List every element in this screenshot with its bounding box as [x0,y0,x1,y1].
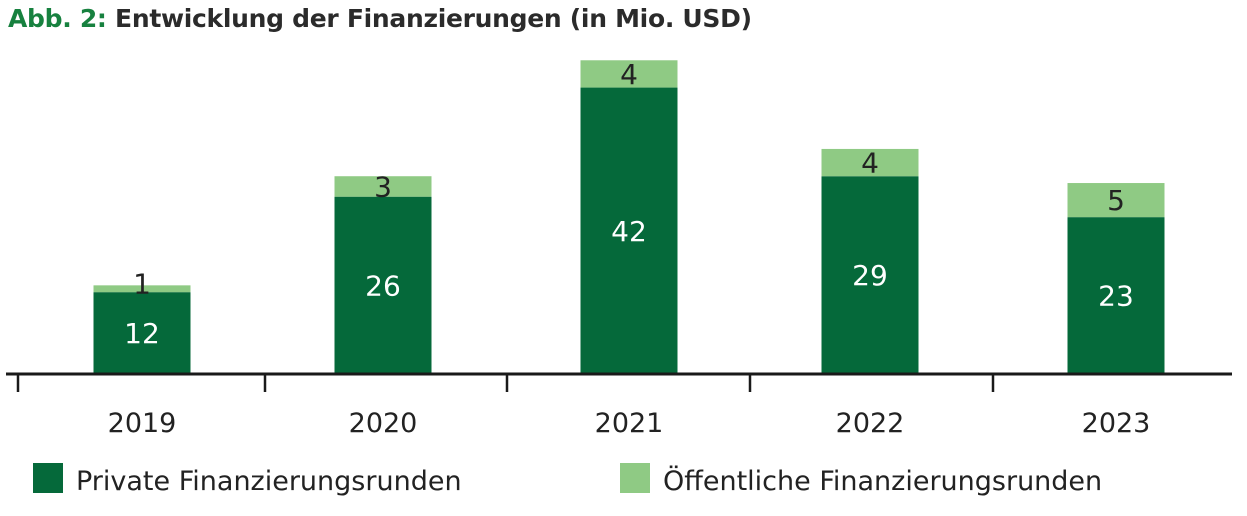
bar-private-2023 [1067,217,1165,374]
data-label-private-2019: 12 [124,317,160,350]
title-prefix: Abb. 2: [8,4,107,33]
bar-private-2021 [580,87,678,374]
data-label-private-2022: 29 [852,259,888,292]
bar-private-2019 [93,292,191,374]
legend-label-private: Private Finanzierungsrunden [76,466,462,497]
bar-private-2020 [334,196,432,374]
bar-public-2021 [580,60,678,88]
data-label-public-2023: 5 [1107,184,1125,217]
legend-swatch-public [620,463,650,493]
x-tick-label-2020: 2020 [349,408,418,439]
data-label-private-2023: 23 [1098,280,1134,313]
bar-public-2020 [334,176,432,197]
data-label-public-2020: 3 [374,170,392,203]
bar-public-2022 [821,148,919,177]
title-text: Entwicklung der Finanzierungen (in Mio. … [115,4,752,33]
chart-title: Abb. 2: Entwicklung der Finanzierungen (… [8,4,752,33]
data-label-public-2021: 4 [620,58,638,91]
data-label-private-2021: 42 [611,215,647,248]
data-label-private-2020: 26 [365,269,401,302]
legend-swatch-private [33,463,63,493]
x-tick-label-2019: 2019 [108,408,177,439]
x-tick-label-2022: 2022 [836,408,905,439]
bar-private-2022 [821,176,919,374]
legend-label-public: Öffentliche Finanzierungsrunden [663,465,1102,497]
data-label-public-2019: 1 [133,267,151,300]
bar-public-2023 [1067,183,1165,218]
x-tick-label-2021: 2021 [595,408,664,439]
data-label-public-2022: 4 [861,147,879,180]
bar-public-2019 [93,285,191,293]
x-tick-label-2023: 2023 [1082,408,1151,439]
